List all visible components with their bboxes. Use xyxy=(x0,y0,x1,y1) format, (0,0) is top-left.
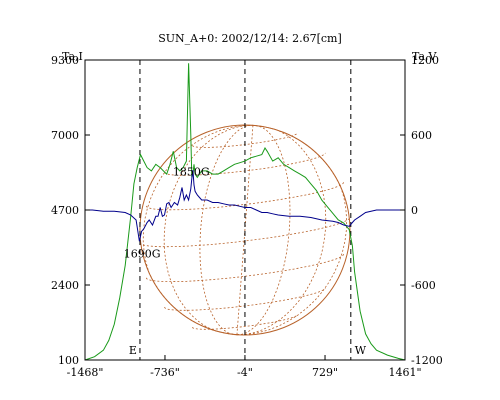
longitude-line xyxy=(163,124,253,336)
annotation-label: 1690G xyxy=(124,247,161,260)
left-axis-ticks: 100 2400 4700 7000 9300 xyxy=(51,54,90,367)
x-tick-label: 1461" xyxy=(388,366,421,379)
left-axis-label: Ta,I xyxy=(62,50,83,63)
right-tick-label: 0 xyxy=(411,204,418,217)
annotations: 1850G 1690G xyxy=(124,165,210,260)
right-axis-ticks: -1200 -600 0 600 1200 xyxy=(400,54,443,367)
right-tick-label: 1200 xyxy=(411,54,439,67)
series-layer xyxy=(84,63,406,361)
vertical-guides xyxy=(139,60,352,360)
left-tick-label: 100 xyxy=(58,354,79,367)
annotation-label: 1850G xyxy=(173,165,210,178)
limb-marker-label: E xyxy=(129,344,137,357)
left-tick-label: 4700 xyxy=(51,204,79,217)
right-tick-label: 600 xyxy=(411,129,432,142)
left-tick-label: 7000 xyxy=(51,129,79,142)
left-tick-label: 2400 xyxy=(51,279,79,292)
left-tick-label: 9300 xyxy=(51,54,79,67)
longitude-line xyxy=(236,124,291,336)
series-line-i xyxy=(84,63,406,361)
longitude-line xyxy=(199,124,253,336)
right-axis-label: Ta,V xyxy=(412,50,438,63)
latitude-line xyxy=(192,314,298,330)
x-tick-label: -4" xyxy=(237,366,253,379)
series-line-v xyxy=(85,169,405,242)
x-axis-ticks: -1468" -736" -4" 729" 1461" xyxy=(67,355,422,379)
longitude-line xyxy=(142,124,253,336)
x-tick-label: -1468" xyxy=(67,366,104,379)
right-tick-label: -600 xyxy=(411,279,436,292)
x-tick-label: -736" xyxy=(150,366,180,379)
longitude-line xyxy=(236,125,254,335)
longitude-line xyxy=(236,124,327,336)
x-tick-label: 729" xyxy=(312,366,338,379)
chart-title: SUN_A+0: 2002/12/14: 2.67[cm] xyxy=(158,32,342,45)
limb-marker-label: W xyxy=(355,344,367,357)
right-tick-label: -1200 xyxy=(411,354,443,367)
